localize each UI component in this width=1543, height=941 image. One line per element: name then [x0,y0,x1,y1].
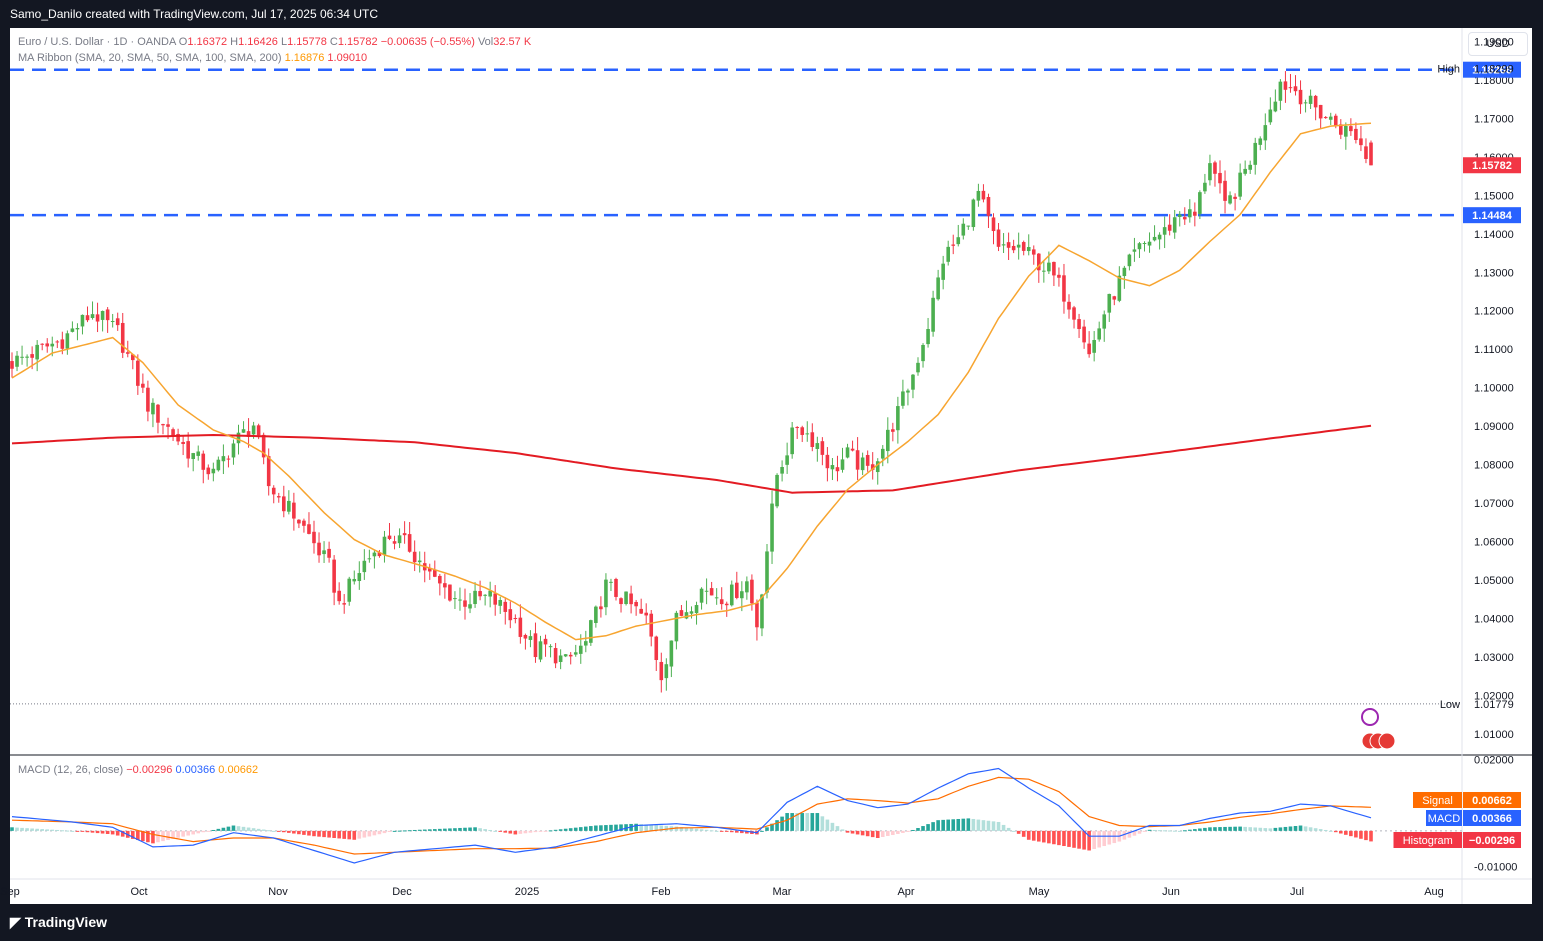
macd-hist-value: −0.00296 [126,764,173,776]
main-legend: Euro / U.S. Dollar · 1D · OANDA O1.16372… [18,36,532,48]
symbol-label: Euro / U.S. Dollar · 1D · OANDA [18,36,176,48]
high-value: 1.16426 [238,36,278,48]
close-value: 1.15782 [337,36,378,48]
tradingview-icon: ◤ [10,914,21,930]
macd-label: MACD (12, 26, close) [18,764,124,776]
tradingview-logo: ◤ TradingView [10,914,107,930]
macd-line-value: 0.00366 [175,764,216,776]
ma-legend: MA Ribbon (SMA, 20, SMA, 50, SMA, 100, S… [18,52,367,64]
change-value: −0.00635 (−0.55%) [380,36,475,48]
macd-legend: MACD (12, 26, close) −0.00296 0.00366 0.… [18,764,258,776]
attribution-text: Samo_Danilo created with TradingView.com… [10,7,378,21]
sma20-value: 1.16876 [284,52,325,64]
footer-bar [0,906,1543,941]
volume-value: 32.57 K [493,36,532,48]
open-value: 1.16372 [187,36,228,48]
attribution-bar: Samo_Danilo created with TradingView.com… [0,0,1543,28]
macd-signal-value: 0.00662 [218,764,259,776]
currency-button[interactable]: USD [1468,32,1528,56]
low-value: 1.15778 [287,36,327,48]
sma200-value: 1.09010 [327,52,368,64]
ma-ribbon-label: MA Ribbon (SMA, 20, SMA, 50, SMA, 100, S… [18,52,282,64]
